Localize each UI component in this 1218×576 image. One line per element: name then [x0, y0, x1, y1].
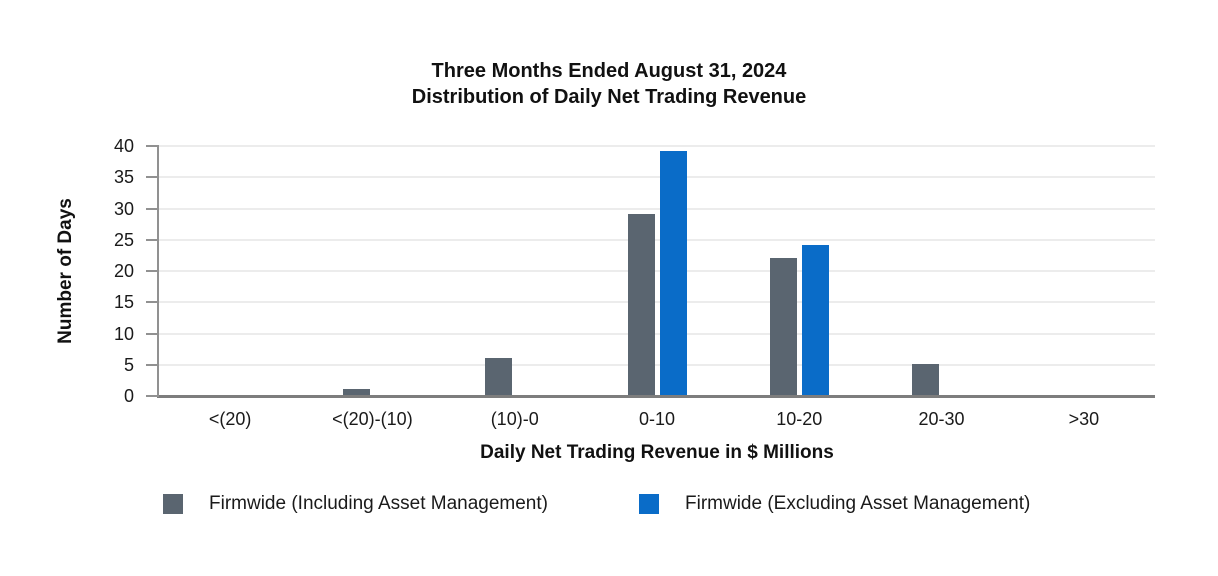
x-category-label-1: <(20)-(10): [332, 409, 413, 429]
legend-swatch-including-icon: [163, 494, 183, 514]
chart-title-block: Three Months Ended August 31, 2024 Distr…: [0, 58, 1218, 110]
y-tick-label-30: 30: [113, 198, 134, 219]
y-tick-15: [146, 301, 159, 304]
y-tick-35: [146, 176, 159, 179]
bar-series0-0-10: [627, 213, 655, 395]
y-tick-label-40: 40: [113, 136, 134, 156]
y-tick-5: [146, 363, 159, 366]
gridline-15: [159, 301, 1155, 304]
y-tick-label-20: 20: [113, 261, 134, 281]
chart-subtitle: Distribution of Daily Net Trading Revenu…: [411, 86, 807, 108]
x-category-label-4: 10-20: [776, 409, 823, 429]
y-tick-label-35: 35: [113, 167, 134, 188]
y-tick-label-0: 0: [123, 386, 134, 406]
bar-series1-0-10: [659, 151, 687, 395]
gridline-20: [159, 270, 1155, 272]
y-tick-label-10: 10: [113, 323, 134, 344]
y-tick-10: [146, 332, 159, 335]
y-tick-25: [146, 238, 159, 241]
x-category-label-2: (10)-0: [490, 409, 539, 429]
legend: Firmwide (Including Asset Management) Fi…: [0, 493, 1218, 519]
bar-series0-20-30: [912, 363, 940, 395]
legend-item-including: Firmwide (Including Asset Management): [163, 493, 548, 515]
plot-area: [146, 145, 1155, 398]
legend-item-excluding: Firmwide (Excluding Asset Management): [639, 493, 1030, 515]
y-tick-label-5: 5: [123, 354, 134, 375]
x-category-label-5: 20-30: [918, 409, 965, 429]
gridline-30: [159, 207, 1155, 210]
bar-series0-<(20)-(10): [342, 388, 370, 395]
y-tick-40: [146, 145, 159, 147]
x-category-label-6: >30: [1068, 409, 1100, 429]
y-tick-0: [146, 395, 159, 397]
x-category-labels: <(20) <(20)-(10) (10)-0 0-10 10-20 20-30 >30: [159, 407, 1155, 433]
y-tick-label-25: 25: [113, 229, 134, 250]
gridline-10: [159, 332, 1155, 335]
y-tick-30: [146, 207, 159, 210]
bar-series1-10-20: [801, 245, 829, 395]
gridline-5: [159, 363, 1155, 366]
legend-swatch-excluding-icon: [639, 494, 659, 514]
legend-label-including: Firmwide (Including Asset Management): [209, 493, 548, 514]
gridline-40: [159, 145, 1155, 147]
gridline-35: [159, 176, 1155, 179]
chart-title: Three Months Ended August 31, 2024: [431, 60, 787, 82]
y-tick-labels: 0 5 10 15 20 25 30 35 40: [0, 136, 140, 406]
x-axis-title: Daily Net Trading Revenue in $ Millions: [480, 442, 834, 463]
x-category-label-3: 0-10: [638, 409, 676, 429]
y-tick-20: [146, 270, 159, 272]
bar-series0-(10)-0: [485, 357, 513, 395]
x-category-label-0: <(20): [208, 409, 252, 429]
legend-label-excluding: Firmwide (Excluding Asset Management): [685, 493, 1031, 514]
x-axis-line: [157, 395, 1155, 398]
y-tick-label-15: 15: [113, 292, 134, 313]
bar-series0-10-20: [769, 257, 797, 395]
gridline-25: [159, 238, 1155, 241]
